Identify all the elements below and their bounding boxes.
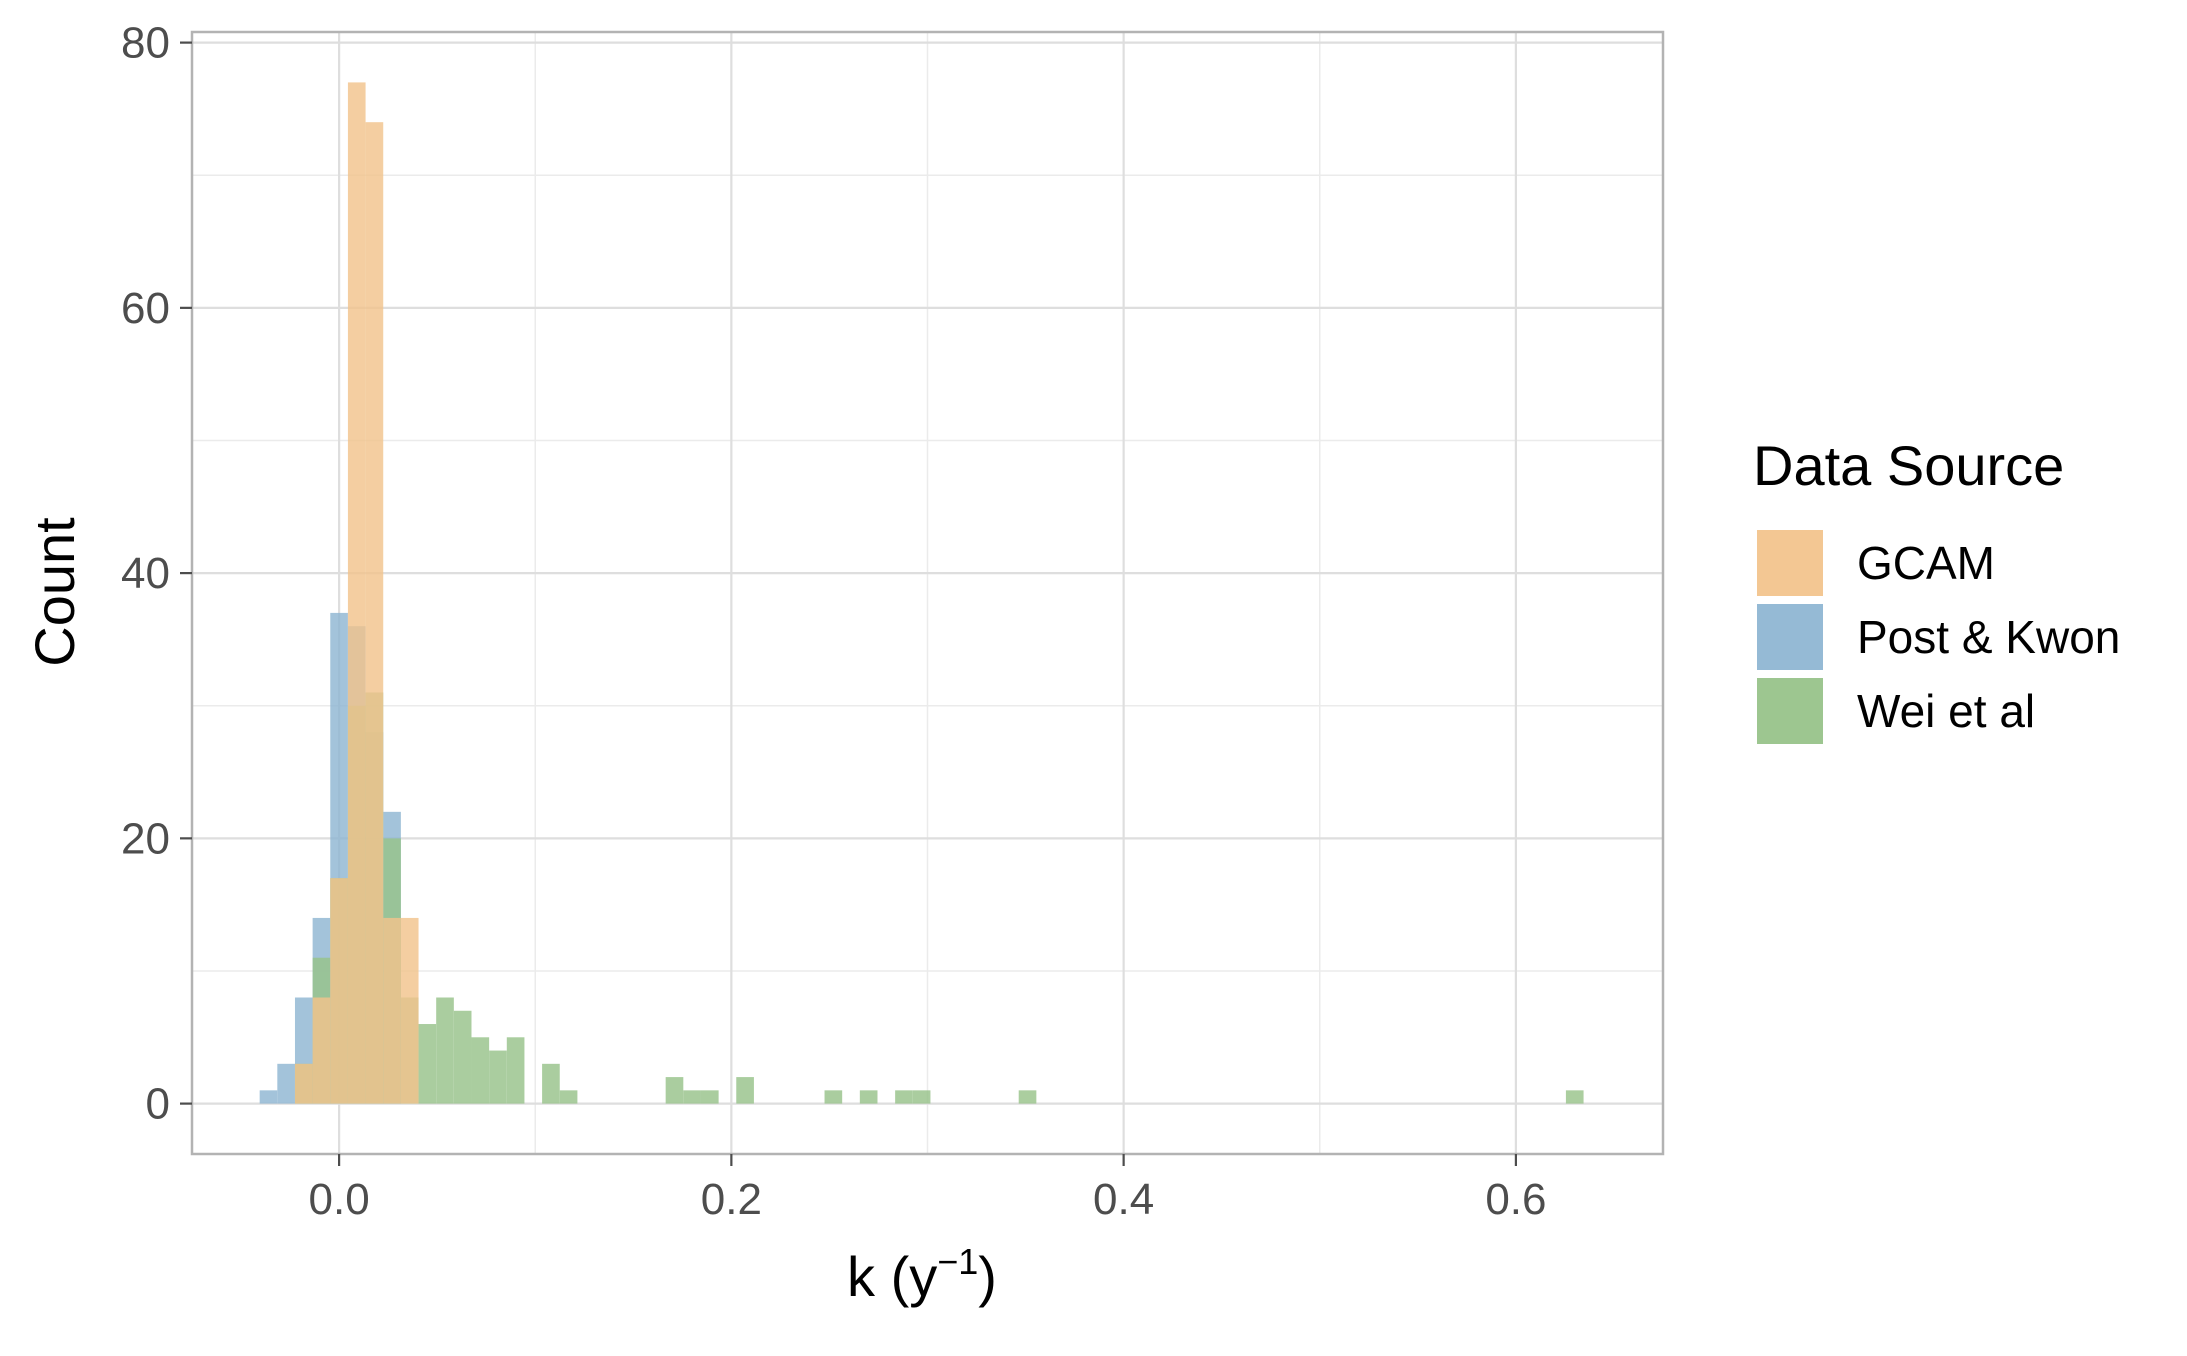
y-tick-label: 0 bbox=[146, 1080, 170, 1129]
legend: GCAM Post & Kwon Wei et al bbox=[1757, 530, 2120, 744]
y-tick-label: 80 bbox=[121, 19, 170, 68]
histogram-bar bbox=[895, 1090, 913, 1104]
y-tick-label: 20 bbox=[121, 814, 170, 863]
x-tick-label: 0.0 bbox=[309, 1175, 370, 1224]
histogram-bar bbox=[506, 1037, 525, 1104]
x-axis-title-close: ) bbox=[978, 1245, 997, 1308]
legend-key-swatch bbox=[1757, 604, 1823, 670]
x-axis-title-superscript: −1 bbox=[937, 1241, 978, 1282]
histogram-bar bbox=[542, 1063, 560, 1104]
histogram-bar bbox=[277, 1063, 295, 1104]
legend-key-swatch bbox=[1757, 678, 1823, 744]
histogram-bar bbox=[330, 878, 348, 1104]
histogram-bar bbox=[294, 1063, 313, 1104]
x-axis-title: k (y−1) bbox=[847, 1241, 997, 1308]
histogram-bar bbox=[453, 1010, 472, 1104]
x-tick-label: 0.4 bbox=[1093, 1175, 1154, 1224]
y-tick-label: 60 bbox=[121, 284, 170, 333]
histogram-bar bbox=[418, 1024, 437, 1104]
histogram-bar bbox=[471, 1037, 490, 1104]
y-tick-label: 40 bbox=[121, 549, 170, 598]
plot-panel-border bbox=[190, 30, 1665, 1156]
x-tick-label: 0.6 bbox=[1485, 1175, 1546, 1224]
x-axis-title-base: k (y bbox=[847, 1245, 937, 1308]
histogram-bar bbox=[365, 122, 384, 1104]
histogram-bar bbox=[683, 1090, 701, 1104]
series-gcam bbox=[294, 82, 419, 1104]
histogram-bar bbox=[912, 1090, 931, 1104]
histogram-bar bbox=[859, 1090, 878, 1104]
histogram-bar bbox=[400, 917, 419, 1104]
legend-label: GCAM bbox=[1857, 537, 1995, 589]
legend-title: Data Source bbox=[1753, 434, 2064, 497]
legend-item-post-kwon: Post & Kwon bbox=[1757, 604, 2120, 670]
histogram-bar bbox=[259, 1090, 278, 1104]
histogram-bar bbox=[312, 997, 331, 1104]
x-tick-label: 0.2 bbox=[701, 1175, 762, 1224]
series-wei-et-al bbox=[294, 692, 1584, 1104]
axis-ticks: 0.0 0.2 0.4 0.6 0 20 40 60 80 bbox=[121, 19, 1546, 1224]
histogram-bar bbox=[489, 1050, 507, 1104]
histogram-bar bbox=[665, 1077, 684, 1104]
histogram-bar bbox=[436, 997, 454, 1104]
histogram-bar bbox=[1565, 1090, 1584, 1104]
legend-item-gcam: GCAM bbox=[1757, 530, 1995, 596]
histogram-bar bbox=[559, 1090, 578, 1104]
histogram-bar bbox=[1018, 1090, 1037, 1104]
legend-item-wei-et-al: Wei et al bbox=[1757, 678, 2035, 744]
y-axis-title: Count bbox=[23, 517, 86, 667]
histogram-bar bbox=[736, 1077, 754, 1104]
histogram-bar bbox=[347, 82, 366, 1104]
histogram-bar bbox=[383, 917, 401, 1104]
legend-label: Wei et al bbox=[1857, 685, 2035, 737]
histogram-bar bbox=[824, 1090, 843, 1104]
legend-key-swatch bbox=[1757, 530, 1823, 596]
histogram-bars bbox=[259, 82, 1584, 1104]
histogram-bar bbox=[700, 1090, 719, 1104]
legend-label: Post & Kwon bbox=[1857, 611, 2120, 663]
